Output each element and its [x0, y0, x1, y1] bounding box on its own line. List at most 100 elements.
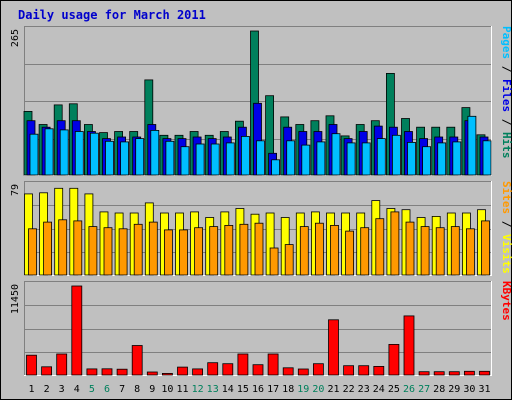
- bar-sites-day-13: [209, 226, 219, 276]
- bar-sites-day-9: [148, 221, 158, 276]
- bar-pages-day-23: [361, 142, 371, 176]
- legend-entry-sites: Sites: [500, 181, 512, 214]
- bar-kbytes-day-20: [312, 363, 324, 376]
- bar-kbytes-day-12: [192, 368, 204, 376]
- x-tick-label-day-18: 18: [282, 384, 294, 395]
- x-tick-label-day-17: 17: [267, 384, 279, 395]
- x-tick-label-day-10: 10: [161, 384, 173, 395]
- bar-pages-day-28: [437, 142, 447, 176]
- x-tick-label-day-12: 12: [192, 384, 204, 395]
- bar-kbytes-day-25: [388, 343, 400, 376]
- bar-pages-day-3: [59, 129, 69, 176]
- bar-kbytes-day-15: [237, 353, 249, 376]
- bar-pages-day-22: [346, 142, 356, 176]
- y-max-label: 265: [10, 29, 21, 47]
- bar-sites-day-27: [420, 226, 430, 276]
- bar-kbytes-day-31: [479, 370, 490, 376]
- bar-sites-day-5: [88, 226, 98, 276]
- bar-pages-day-7: [120, 141, 129, 176]
- x-tick-label-day-27: 27: [418, 384, 430, 395]
- panel-hits-files-pages: 265 Pages / Files / Hits: [10, 26, 512, 176]
- bar-kbytes-day-7: [116, 368, 128, 376]
- bar-pages-day-2: [44, 128, 54, 176]
- bar-sites-day-12: [194, 227, 204, 276]
- bar-sites-day-22: [345, 230, 355, 276]
- x-tick-labels: 1 2 3 4 5 6 7 8 9 10 11 12 13 14 15 16 17 18 19 20 21 22 23 24 2…: [28, 384, 490, 395]
- bar-pages-day-5: [90, 132, 99, 176]
- legend-separator: /: [500, 214, 512, 234]
- x-tick-label-day-6: 6: [104, 384, 110, 395]
- x-tick-label-day-16: 16: [252, 384, 264, 395]
- bar-kbytes-day-19: [297, 368, 309, 376]
- bar-pages-day-9: [150, 129, 160, 176]
- bar-kbytes-day-26: [403, 315, 415, 376]
- chart-title: Daily usage for March 2011: [18, 8, 206, 22]
- bar-sites-day-8: [133, 223, 143, 276]
- bar-kbytes-day-3: [56, 353, 68, 376]
- bar-sites-day-11: [179, 229, 188, 276]
- x-tick-label-day-25: 25: [388, 384, 400, 395]
- x-tick-label-day-30: 30: [463, 384, 475, 395]
- bar-kbytes-day-27: [418, 371, 430, 376]
- bar-kbytes-day-28: [433, 371, 445, 376]
- x-tick-label-day-8: 8: [134, 384, 140, 395]
- bar-kbytes-day-21: [328, 319, 339, 376]
- bar-pages-day-14: [225, 142, 235, 176]
- bar-pages-day-24: [376, 138, 386, 176]
- bar-sites-day-17: [269, 247, 279, 276]
- x-tick-label-day-1: 1: [28, 384, 34, 395]
- bar-kbytes-day-4: [71, 285, 83, 376]
- x-tick-label-day-2: 2: [44, 384, 50, 395]
- bar-sites-day-6: [103, 227, 113, 276]
- bar-kbytes-day-17: [267, 353, 279, 376]
- bar-kbytes-day-2: [41, 366, 52, 376]
- bar-pages-day-25: [391, 134, 401, 176]
- x-tick-label-day-7: 7: [119, 384, 125, 395]
- bar-sites-day-2: [43, 221, 52, 276]
- bar-sites-day-24: [375, 218, 385, 276]
- bar-pages-day-1: [29, 133, 39, 176]
- bar-sites-day-14: [224, 224, 234, 276]
- bar-kbytes-day-9: [146, 371, 158, 376]
- bar-kbytes-day-30: [463, 370, 475, 376]
- bar-pages-day-17: [271, 159, 281, 176]
- bar-sites-day-16: [254, 222, 264, 276]
- x-tick-label-day-4: 4: [74, 384, 80, 395]
- bar-sites-day-28: [435, 227, 445, 276]
- y-max-label: 79: [10, 184, 21, 196]
- bar-kbytes-day-13: [207, 362, 219, 376]
- bar-kbytes-day-5: [86, 368, 98, 376]
- x-tick-label-day-19: 19: [297, 384, 309, 395]
- legend-kbytes: KBytes: [500, 281, 512, 321]
- bar-pages-day-10: [165, 140, 175, 176]
- bar-kbytes-day-1: [26, 354, 37, 376]
- bar-pages-day-26: [407, 141, 416, 176]
- bar-kbytes-day-22: [343, 365, 355, 376]
- bar-sites-day-23: [360, 227, 370, 276]
- bar-pages-day-13: [210, 143, 220, 176]
- bar-pages-day-6: [105, 140, 114, 176]
- bar-pages-day-21: [331, 133, 341, 176]
- bar-sites-day-25: [390, 211, 400, 276]
- panels-layer: 265 Pages / Files / Hits 79 Sites / Visits 1…: [10, 26, 512, 376]
- bar-pages-day-27: [422, 146, 432, 176]
- x-tick-label-day-13: 13: [207, 384, 219, 395]
- bar-pages-day-29: [452, 141, 462, 176]
- bar-kbytes-day-8: [131, 345, 143, 376]
- panel-background: [24, 281, 492, 376]
- bar-sites-day-18: [284, 244, 294, 276]
- bar-pages-day-19: [301, 144, 311, 176]
- bar-kbytes-day-14: [222, 363, 234, 376]
- bar-pages-day-11: [180, 146, 190, 176]
- x-tick-label-day-11: 11: [176, 384, 188, 395]
- bar-kbytes-day-10: [161, 372, 173, 376]
- x-tick-label-day-23: 23: [358, 384, 370, 395]
- bar-pages-day-16: [256, 140, 265, 176]
- legend-entry-files: Files: [500, 79, 512, 112]
- x-tick-label-day-14: 14: [222, 384, 234, 395]
- bar-kbytes-day-18: [282, 367, 294, 376]
- x-tick-label-day-31: 31: [478, 384, 490, 395]
- legend-entry-pages: Pages: [500, 26, 512, 59]
